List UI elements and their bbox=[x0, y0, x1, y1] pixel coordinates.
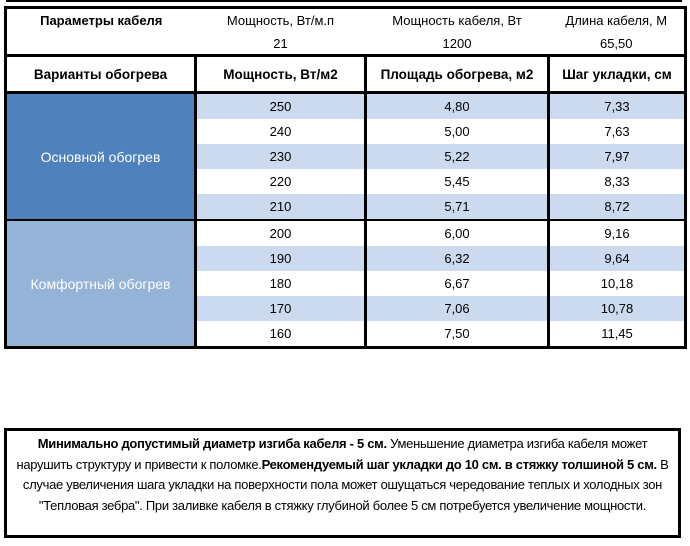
param-value-cable-length: 65,50 bbox=[548, 32, 686, 57]
table-row: 180 6,67 10,18 bbox=[6, 271, 686, 296]
data-cell: 7,63 bbox=[547, 119, 686, 144]
data-cell: 4,80 bbox=[364, 92, 549, 119]
table-row: 220 5,45 8,33 bbox=[6, 169, 686, 194]
params-title: Параметры кабеля bbox=[40, 13, 163, 28]
data-cell: 11,45 bbox=[547, 321, 686, 348]
data-cell: 240 bbox=[194, 119, 366, 144]
data-cell: 6,67 bbox=[364, 271, 549, 296]
table-row: Комфортный обогрев 200 6,00 9,16 bbox=[5, 219, 686, 348]
param-label-power-per-m: Мощность, Вт/м.п bbox=[226, 13, 335, 28]
note-box: Минимально допустимый диаметр изгиба каб… bbox=[4, 428, 681, 538]
table-header-row: Варианты обогрева Мощность, Вт/м2 Площад… bbox=[4, 54, 687, 94]
param-value-empty bbox=[5, 32, 196, 57]
table-data-section: Основной обогрев 250 4,80 7,33 240 5,00 7,63 23… bbox=[5, 92, 686, 348]
param-value-power-per-m: 21 bbox=[195, 32, 366, 57]
header-heating-area: Площадь обогрева, м2 bbox=[364, 54, 550, 94]
data-cell: 10,18 bbox=[547, 271, 686, 296]
data-cell: 5,22 bbox=[364, 144, 549, 169]
data-cell: 250 bbox=[194, 92, 366, 119]
data-cell: 10,78 bbox=[547, 296, 686, 321]
note-segment: Уменьшение диаметра изгиба кабеля может … bbox=[16, 436, 648, 472]
data-cell: 210 bbox=[194, 194, 366, 220]
note-segment-bold: Минимально допустимый диаметр изгиба каб… bbox=[37, 436, 387, 451]
data-cell: 9,16 bbox=[547, 219, 686, 246]
data-cell: 190 bbox=[194, 246, 366, 271]
data-cell: 160 bbox=[194, 321, 366, 348]
param-value-cable-power: 1200 bbox=[365, 32, 549, 57]
data-cell: 5,71 bbox=[364, 194, 549, 220]
header-heating-variants: Варианты обогрева bbox=[4, 54, 197, 94]
data-cell: 200 bbox=[194, 219, 366, 246]
param-label-cable-power: Мощность кабеля, Вт bbox=[392, 13, 522, 28]
param-label-cable-length: Длина кабеля, М bbox=[565, 13, 668, 28]
data-cell: 7,50 bbox=[364, 321, 549, 348]
data-cell: 5,45 bbox=[364, 169, 549, 194]
data-cell: 5,00 bbox=[364, 119, 549, 144]
data-cell: 220 bbox=[194, 169, 366, 194]
cable-parameters-table: Параметры кабеля Мощность, Вт/м.п Мощнос… bbox=[4, 6, 687, 349]
data-cell: 230 bbox=[194, 144, 366, 169]
page-top-rule bbox=[6, 0, 682, 2]
param-values-row: 21 1200 65,50 bbox=[5, 32, 686, 57]
header-laying-step: Шаг укладки, см bbox=[547, 54, 687, 94]
note-segment: В случае увеличения шага укладки на пове… bbox=[22, 456, 669, 513]
section-label: Комфортный обогрев bbox=[5, 219, 196, 348]
data-cell: 9,64 bbox=[547, 246, 686, 271]
header-power-per-m2: Мощность, Вт/м2 bbox=[194, 54, 367, 94]
table-row: 210 5,71 8,72 bbox=[6, 194, 686, 220]
data-cell: 180 bbox=[194, 271, 366, 296]
data-cell: 8,33 bbox=[547, 169, 686, 194]
section-label: Основной обогрев bbox=[5, 92, 196, 220]
data-cell: 8,72 bbox=[547, 194, 686, 220]
param-labels-row: Параметры кабеля Мощность, Вт/м.п Мощнос… bbox=[6, 8, 686, 33]
data-cell: 7,06 bbox=[364, 296, 549, 321]
data-cell: 7,33 bbox=[547, 92, 686, 119]
data-cell: 170 bbox=[194, 296, 366, 321]
note-segment-bold: Рекомендуемый шаг укладки до 10 см. в ст… bbox=[261, 456, 658, 472]
data-cell: 7,97 bbox=[547, 144, 686, 169]
table-row: 190 6,32 9,64 bbox=[6, 246, 686, 271]
table-row: 240 5,00 7,63 bbox=[6, 119, 686, 144]
table-row: 230 5,22 7,97 bbox=[6, 144, 686, 169]
table-row: 160 7,50 11,45 bbox=[6, 321, 686, 348]
data-cell: 6,32 bbox=[364, 246, 549, 271]
cable-params-section: Параметры кабеля Мощность, Вт/м.п Мощнос… bbox=[4, 8, 687, 94]
table-row: 170 7,06 10,78 bbox=[6, 296, 686, 321]
data-cell: 6,00 bbox=[364, 219, 549, 246]
table-row: Основной обогрев 250 4,80 7,33 bbox=[5, 92, 686, 220]
